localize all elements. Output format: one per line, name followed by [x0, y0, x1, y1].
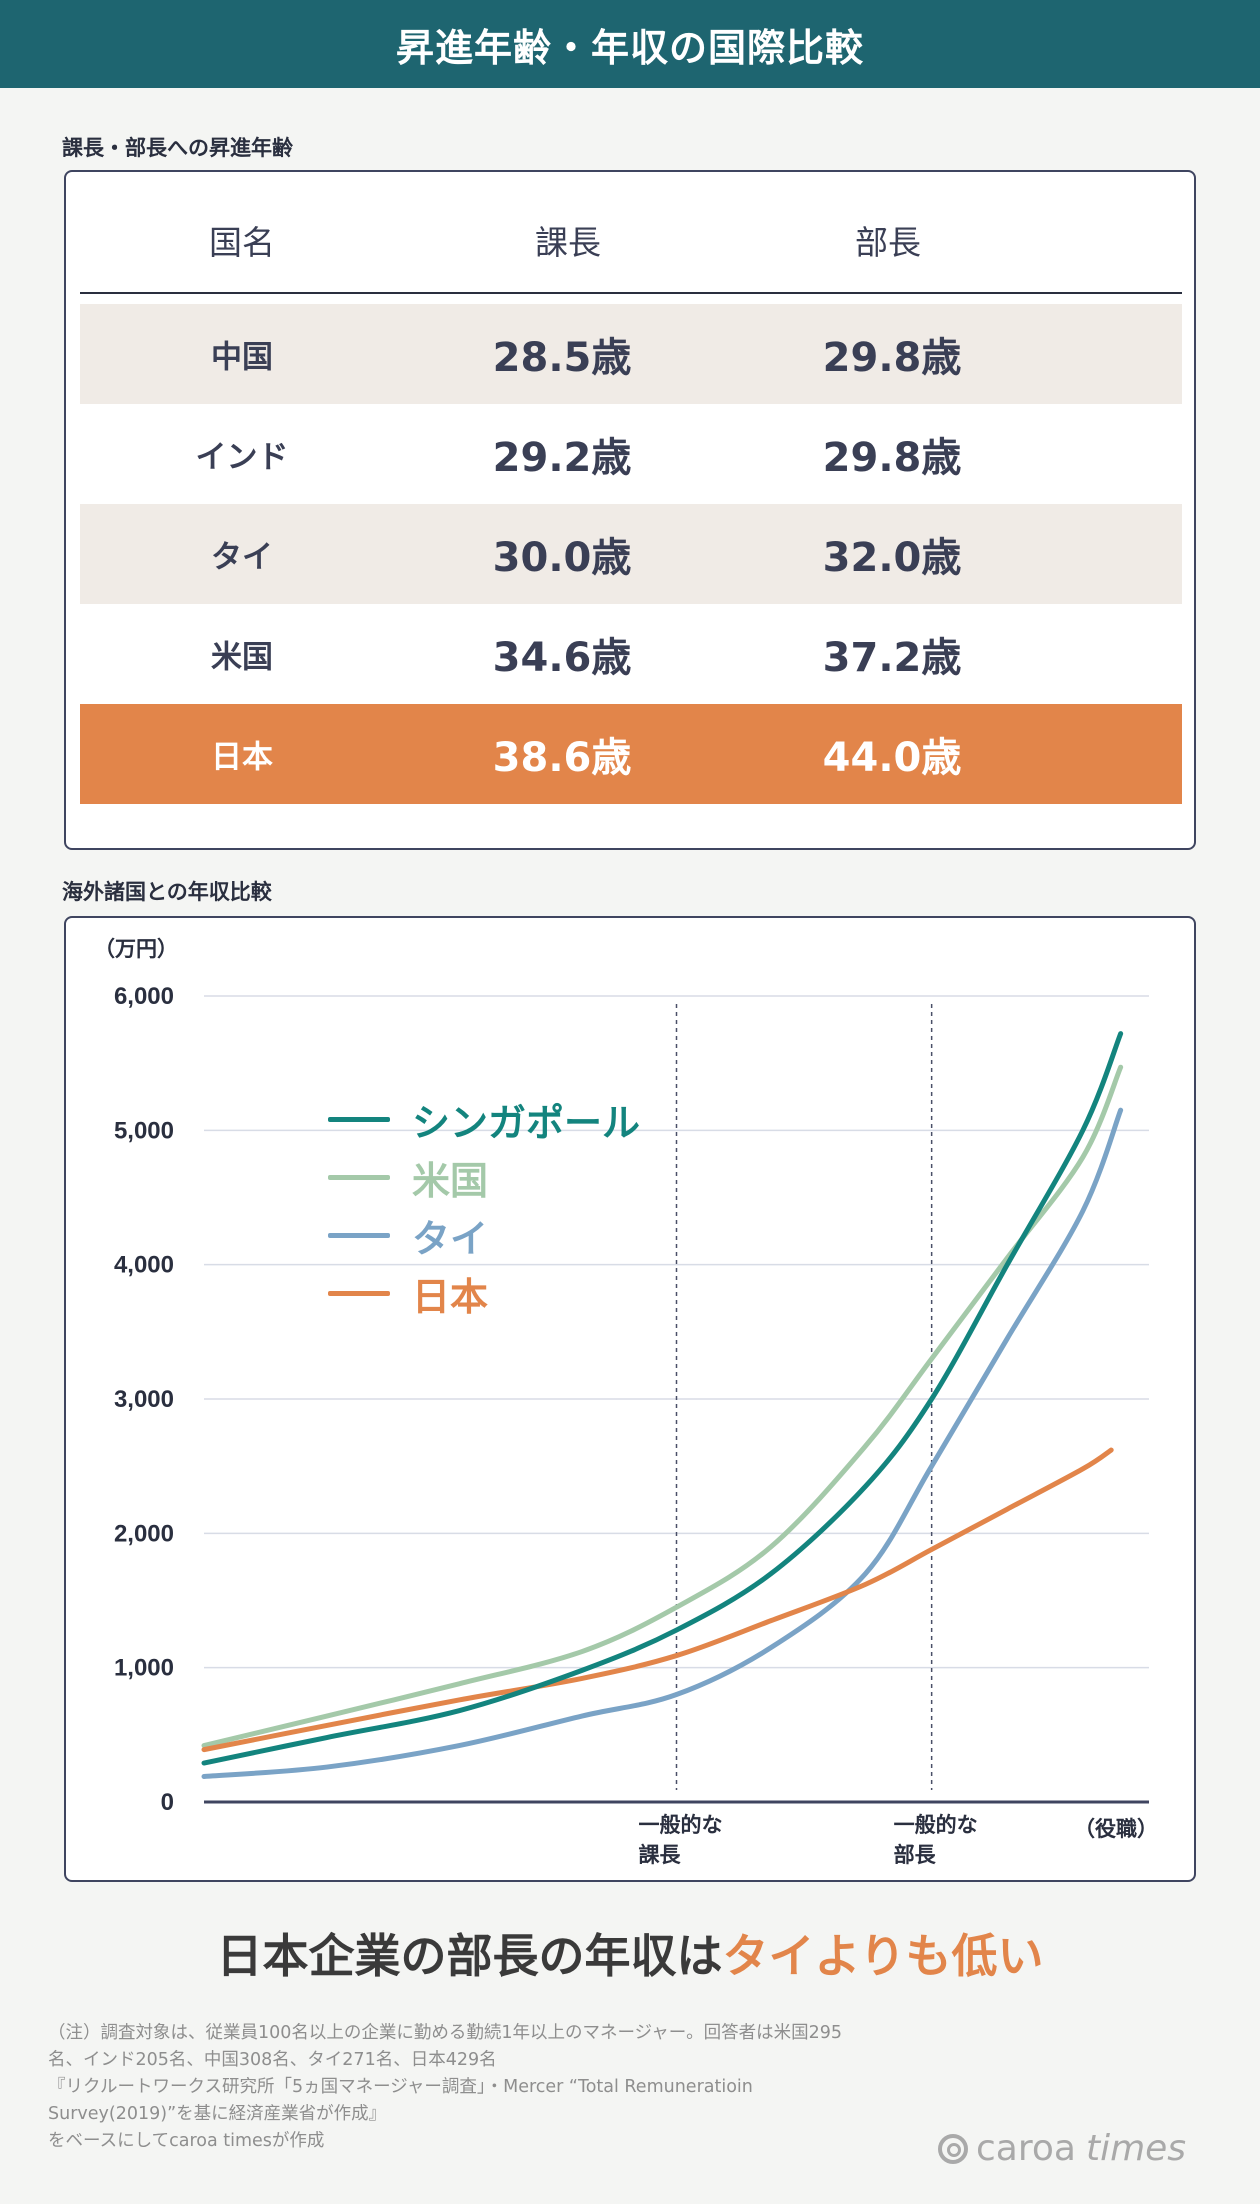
logo-word-times: times: [1085, 2128, 1187, 2169]
y-tick-label: 5,000: [114, 1117, 174, 1144]
series-line-1: [201, 1031, 1124, 1766]
legend-swatch: [328, 1232, 390, 1238]
director-age-cell: 37.2歳: [822, 635, 962, 681]
director-age-cell: 29.8歳: [822, 435, 962, 481]
legend-swatch: [328, 1290, 390, 1296]
country-cell: 日本: [211, 739, 273, 776]
table-row: 米国 34.6歳 37.2歳: [80, 604, 1182, 704]
x-marker-label: 一般的な: [639, 1813, 723, 1837]
table-section-label: 課長・部長への昇進年齢: [62, 136, 293, 160]
legend-item: 米国: [328, 1148, 640, 1206]
y-tick-label: 4,000: [114, 1252, 174, 1279]
x-marker-label: 一般的な: [894, 1813, 978, 1837]
manager-age-cell: 30.0歳: [492, 535, 632, 581]
footnote-line: （注）調査対象は、従業員100名以上の企業に勤める勤続1年以上のマネージャー。回…: [48, 2023, 843, 2043]
legend-item: 日本: [328, 1264, 640, 1322]
legend-item: タイ: [328, 1206, 640, 1264]
legend-item: シンガポール: [328, 1090, 640, 1148]
column-header-country: 国名: [209, 223, 275, 262]
director-age-cell: 44.0歳: [822, 735, 962, 781]
country-cell: タイ: [211, 539, 273, 576]
manager-age-cell: 28.5歳: [492, 335, 632, 381]
table-row: タイ 30.0歳 32.0歳: [80, 504, 1182, 604]
legend-label: タイ: [412, 1216, 489, 1261]
x-marker-label: 部長: [894, 1843, 937, 1867]
table-header: 国名 課長 部長: [80, 172, 1182, 294]
y-tick-label: 1,000: [114, 1655, 174, 1682]
legend-label: 米国: [412, 1158, 489, 1203]
series-line-4: [201, 1447, 1114, 1753]
column-header-manager: 課長: [535, 223, 601, 262]
headline-accent: タイよりも低い: [722, 1929, 1044, 1983]
chart-section-label: 海外諸国との年収比較: [62, 880, 272, 904]
caroa-times-logo: caroa times: [938, 2128, 1186, 2169]
table-row: インド 29.2歳 29.8歳: [80, 404, 1182, 504]
director-age-cell: 29.8歳: [822, 335, 962, 381]
logo-word-caroa: caroa: [976, 2128, 1076, 2169]
country-cell: インド: [195, 439, 289, 476]
country-cell: 中国: [211, 339, 273, 376]
table-row-highlighted: 日本 38.6歳 44.0歳: [80, 704, 1182, 804]
y-tick-label: 3,000: [114, 1386, 174, 1413]
series-line-3: [201, 1107, 1124, 1779]
y-tick-label: 0: [161, 1789, 174, 1816]
promotion-age-table: 国名 課長 部長 中国 28.5歳 29.8歳 インド 29.2歳 29.8歳 …: [64, 170, 1196, 850]
legend-label: シンガポール: [412, 1100, 641, 1145]
footnote-line: をベースにしてcaroa timesが作成: [48, 2131, 325, 2151]
manager-age-cell: 29.2歳: [492, 435, 632, 481]
salary-line-chart: （万円） 0 1,000 2,000 3,000 4,000 5,000 6,000 一般的な課…: [94, 937, 1158, 1867]
page-title: 昇進年齢・年収の国際比較: [0, 0, 1260, 88]
footnotes: （注）調査対象は、従業員100名以上の企業に勤める勤続1年以上のマネージャー。回…: [48, 2020, 948, 2155]
legend-swatch: [328, 1174, 390, 1180]
legend-label: 日本: [412, 1274, 489, 1319]
x-axis-label: （役職）: [1074, 1817, 1158, 1841]
x-marker-label: 課長: [639, 1843, 682, 1867]
headline-prefix: 日本企業の部長の年収は: [216, 1929, 723, 1983]
footnote-line: 名、インド205名、中国308名、タイ271名、日本429名: [48, 2050, 497, 2070]
y-tick-label: 6,000: [114, 983, 174, 1010]
logo-icon: [938, 2133, 968, 2164]
headline: 日本企業の部長の年収はタイよりも低い: [0, 1920, 1260, 1986]
salary-chart-card: （万円） 0 1,000 2,000 3,000 4,000 5,000 6,000 一般的な課…: [64, 916, 1196, 1882]
y-tick-label: 2,000: [114, 1520, 174, 1547]
manager-age-cell: 38.6歳: [492, 735, 632, 781]
chart-legend: シンガポール 米国タイ日本: [328, 1090, 640, 1322]
legend-swatch: [328, 1116, 390, 1122]
manager-age-cell: 34.6歳: [492, 635, 632, 681]
footnote-line: 『リクルートワークス研究所「5ヵ国マネージャー調査」・Mercer “Total…: [48, 2077, 753, 2097]
director-age-cell: 32.0歳: [822, 535, 962, 581]
country-cell: 米国: [211, 639, 273, 676]
column-header-director: 部長: [855, 223, 921, 262]
table-row: 中国 28.5歳 29.8歳: [80, 304, 1182, 404]
y-axis-unit-label: （万円）: [94, 937, 178, 961]
footnote-line: Survey(2019)”を基に経済産業省が作成』: [48, 2104, 387, 2124]
